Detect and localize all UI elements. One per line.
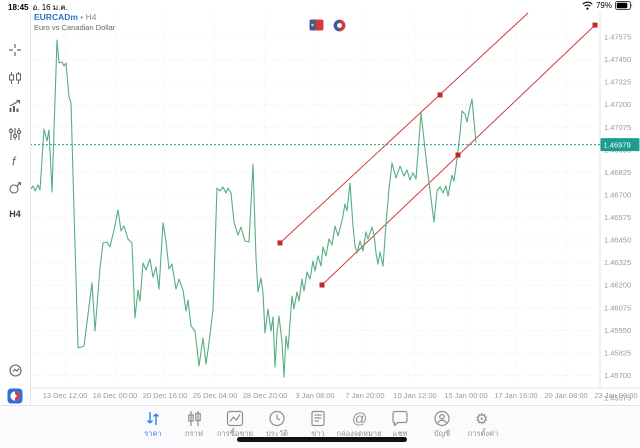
- status-bar: 18:45 อ. 16 ม.ค. 79%: [0, 0, 640, 12]
- time-axis-label: 17 Jan 16:00: [494, 391, 537, 400]
- symbol-flags: [309, 19, 346, 32]
- wifi-icon: [582, 1, 593, 10]
- price-axis-label: 1.46075: [604, 303, 631, 312]
- chart-header: EURCADm • H4 Euro vs Canadian Dollar: [34, 12, 116, 33]
- timeframe-button[interactable]: H4: [9, 209, 21, 219]
- price-axis-label: 1.47200: [604, 100, 631, 109]
- time-axis-label: 13 Dec 12:00: [43, 391, 88, 400]
- price-axis-label: 1.47575: [604, 33, 631, 42]
- trendline-anchor-dot[interactable]: [277, 240, 283, 246]
- indicators-icon[interactable]: [0, 96, 30, 116]
- time-axis-label: 20 Jan 08:00: [544, 391, 587, 400]
- price-axis-label: 1.46575: [604, 213, 631, 222]
- functions-icon[interactable]: f: [0, 151, 30, 171]
- trendline-anchor-dot[interactable]: [437, 92, 443, 98]
- price-axis-label: 1.47075: [604, 123, 631, 132]
- cad-flag-icon: [333, 19, 346, 32]
- nav-tab-chat[interactable]: แชท: [372, 410, 428, 440]
- current-price-value: 1.46979: [604, 141, 631, 150]
- nav-tab-news[interactable]: ข่าว: [290, 410, 346, 440]
- chart-toolbar: f H4: [0, 12, 31, 405]
- trendline-anchor-dot[interactable]: [592, 22, 598, 28]
- price-axis-label: 1.47450: [604, 55, 631, 64]
- time-axis-label: 28 Dec 20:00: [243, 391, 288, 400]
- symbol-name: EURCADm: [34, 12, 78, 22]
- symbol-description: Euro vs Canadian Dollar: [34, 23, 116, 32]
- svg-text:@: @: [352, 411, 367, 428]
- nav-tab-settings[interactable]: ⚙ การตั้งค่า: [467, 411, 499, 438]
- nav-tab-history[interactable]: ประวัติ: [249, 410, 305, 440]
- symbol-title: EURCADm • H4: [34, 12, 97, 22]
- current-price-badge: [600, 138, 640, 152]
- price-axis-label: 1.45575: [604, 394, 631, 403]
- price-axis-label: 1.45700: [604, 371, 631, 380]
- trendline-anchor-dot[interactable]: [455, 152, 461, 158]
- trendline-upper-channel[interactable]: [279, 12, 529, 244]
- time-axis-label: 7 Jan 20:00: [345, 391, 384, 400]
- history-sync-icon[interactable]: [0, 360, 30, 380]
- price-chart-canvas[interactable]: 1.47575 1.47450 1.47325 1.47200 1.47075 1.469…: [0, 12, 640, 405]
- price-axis-label: 1.45825: [604, 348, 631, 357]
- svg-text:⚙: ⚙: [475, 411, 488, 427]
- price-axis-label: 1.46825: [604, 168, 631, 177]
- time-axis-label: 15 Jan 00:00: [444, 391, 487, 400]
- crosshair-icon[interactable]: [0, 40, 30, 60]
- nav-tab-mailbox[interactable]: @ กล่องจดหมาย: [336, 410, 382, 439]
- price-axis-label: 1.45950: [604, 326, 631, 335]
- chart-type-icon[interactable]: [0, 68, 30, 88]
- price-axis-label: 1.46325: [604, 258, 631, 267]
- time-axis-label: 18 Dec 00:00: [93, 391, 138, 400]
- nav-tab-trade[interactable]: การซื้อขาย: [207, 410, 263, 440]
- clock-time: 18:45: [8, 3, 29, 12]
- nav-tab-account[interactable]: บัญชี: [414, 410, 470, 440]
- price-axis-label: 1.46700: [604, 190, 631, 199]
- nav-tab-charts[interactable]: กราฟ: [166, 410, 222, 440]
- app-logo-icon[interactable]: [0, 386, 30, 406]
- price-axis-label: 1.46450: [604, 236, 631, 245]
- status-date: อ. 16 ม.ค.: [32, 3, 68, 12]
- home-indicator[interactable]: [237, 437, 407, 442]
- price-axis-label: 1.47325: [604, 78, 631, 87]
- objects-icon[interactable]: [0, 124, 30, 144]
- time-axis-label: 3 Jan 08:00: [295, 391, 334, 400]
- svg-text:f: f: [12, 155, 17, 169]
- eur-flag-icon: [309, 19, 324, 31]
- time-axis-label: 20 Dec 16:00: [143, 391, 188, 400]
- cursor-icon[interactable]: [0, 178, 30, 198]
- symbol-timeframe: H4: [85, 12, 97, 22]
- battery-icon: [615, 1, 633, 10]
- nav-tab-quotes[interactable]: ราคา: [125, 410, 181, 440]
- time-axis-label: 23 Jan 00:00: [594, 391, 637, 400]
- time-axis-label: 26 Dec 04:00: [193, 391, 238, 400]
- battery-percent: 79%: [595, 1, 612, 10]
- bottom-nav-bar: ราคา กราฟ การซื้อขาย ประวัติ ข่าว @ กล่อ…: [0, 405, 640, 448]
- price-line-series: [30, 39, 477, 378]
- time-axis-label: 10 Jan 12:00: [393, 391, 436, 400]
- price-axis-label: 1.46200: [604, 281, 631, 290]
- trendline-anchor-dot[interactable]: [319, 282, 325, 288]
